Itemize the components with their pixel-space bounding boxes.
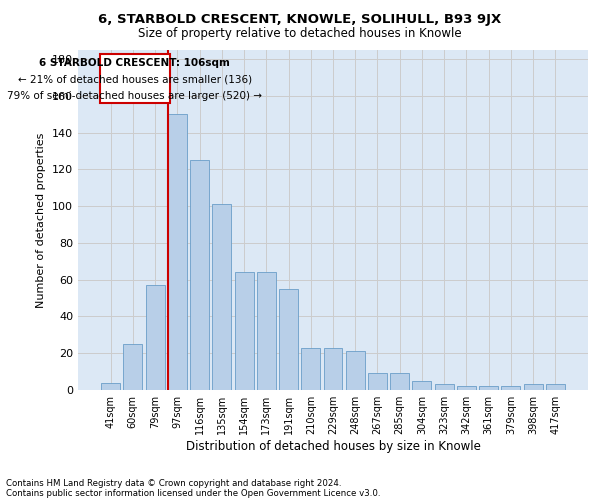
Bar [212,204,231,390]
Text: Size of property relative to detached houses in Knowle: Size of property relative to detached ho… [138,28,462,40]
Text: Contains HM Land Registry data © Crown copyright and database right 2024.: Contains HM Land Registry data © Crown c… [6,478,341,488]
Bar [101,382,120,390]
Bar [390,374,409,390]
Text: 6, STARBOLD CRESCENT, KNOWLE, SOLIHULL, B93 9JX: 6, STARBOLD CRESCENT, KNOWLE, SOLIHULL, … [98,12,502,26]
Bar [279,289,298,390]
Text: ← 21% of detached houses are smaller (136): ← 21% of detached houses are smaller (13… [17,74,251,85]
Bar [235,272,254,390]
Bar [301,348,320,390]
Bar [479,386,498,390]
Bar [146,285,164,390]
Bar [546,384,565,390]
X-axis label: Distribution of detached houses by size in Knowle: Distribution of detached houses by size … [185,440,481,453]
Text: 79% of semi-detached houses are larger (520) →: 79% of semi-detached houses are larger (… [7,91,262,101]
Bar [124,344,142,390]
Bar [190,160,209,390]
Bar [323,348,343,390]
Bar [502,386,520,390]
Bar [368,374,387,390]
Bar [346,352,365,390]
FancyBboxPatch shape [100,54,170,104]
Text: 6 STARBOLD CRESCENT: 106sqm: 6 STARBOLD CRESCENT: 106sqm [39,58,230,68]
Bar [257,272,276,390]
Text: Contains public sector information licensed under the Open Government Licence v3: Contains public sector information licen… [6,488,380,498]
Bar [412,381,431,390]
Bar [524,384,542,390]
Bar [457,386,476,390]
Y-axis label: Number of detached properties: Number of detached properties [37,132,46,308]
Bar [435,384,454,390]
Bar [168,114,187,390]
